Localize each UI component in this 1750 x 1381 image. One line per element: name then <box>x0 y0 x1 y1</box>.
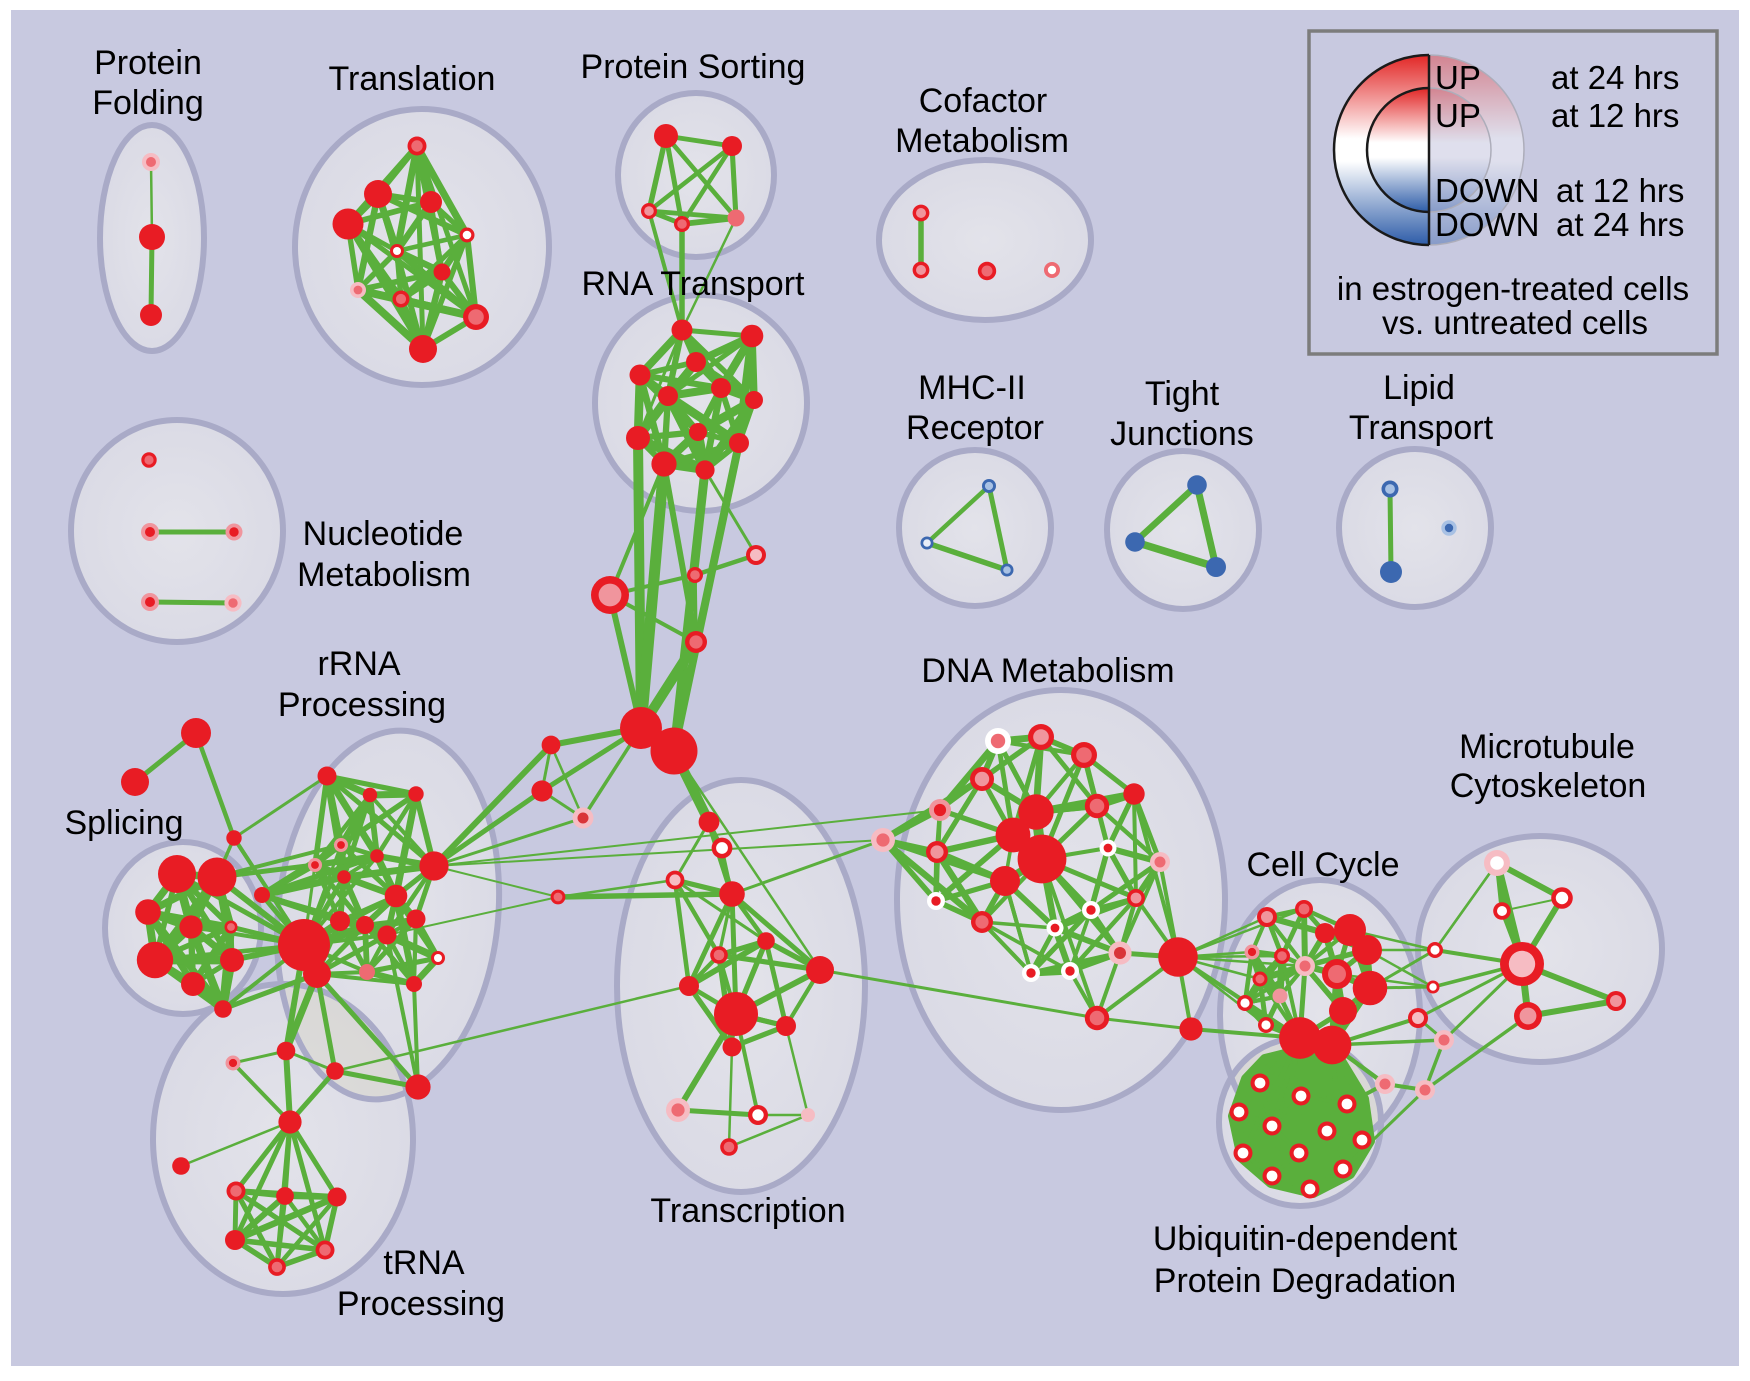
svg-text:DOWN: DOWN <box>1435 172 1539 209</box>
svg-text:Transport: Transport <box>1349 409 1494 447</box>
svg-text:tRNA: tRNA <box>383 1244 465 1282</box>
svg-text:Protein Sorting: Protein Sorting <box>581 48 806 86</box>
svg-text:DNA Metabolism: DNA Metabolism <box>921 652 1174 690</box>
svg-text:MHC-II: MHC-II <box>918 369 1026 407</box>
svg-text:Splicing: Splicing <box>64 804 183 842</box>
svg-text:at 12 hrs: at 12 hrs <box>1556 172 1684 209</box>
svg-text:Metabolism: Metabolism <box>297 556 471 594</box>
svg-text:Junctions: Junctions <box>1110 415 1254 453</box>
svg-text:Protein: Protein <box>94 44 202 82</box>
svg-text:Cell Cycle: Cell Cycle <box>1246 846 1399 884</box>
svg-text:Metabolism: Metabolism <box>895 122 1069 160</box>
svg-text:at 24 hrs: at 24 hrs <box>1551 59 1679 96</box>
svg-text:Microtubule: Microtubule <box>1459 728 1635 766</box>
svg-text:Processing: Processing <box>278 686 446 724</box>
svg-text:rRNA: rRNA <box>317 645 400 683</box>
svg-text:Cofactor: Cofactor <box>919 82 1048 120</box>
svg-text:UP: UP <box>1435 59 1481 96</box>
svg-text:DOWN: DOWN <box>1435 206 1539 243</box>
svg-text:UP: UP <box>1435 97 1481 134</box>
svg-text:Protein Degradation: Protein Degradation <box>1154 1262 1456 1300</box>
svg-text:Tight: Tight <box>1145 375 1220 413</box>
svg-text:Lipid: Lipid <box>1383 369 1455 407</box>
svg-text:Cytoskeleton: Cytoskeleton <box>1450 767 1647 805</box>
svg-text:Receptor: Receptor <box>906 409 1044 447</box>
svg-text:vs. untreated cells: vs. untreated cells <box>1382 304 1648 341</box>
svg-text:at 24 hrs: at 24 hrs <box>1556 206 1684 243</box>
svg-text:RNA Transport: RNA Transport <box>582 265 806 303</box>
svg-text:at 12 hrs: at 12 hrs <box>1551 97 1679 134</box>
svg-text:Transcription: Transcription <box>650 1192 845 1230</box>
svg-text:Folding: Folding <box>92 84 204 122</box>
svg-text:Processing: Processing <box>337 1285 505 1323</box>
svg-text:Translation: Translation <box>329 60 496 98</box>
svg-text:Nucleotide: Nucleotide <box>303 515 464 553</box>
svg-text:in estrogen-treated cells: in estrogen-treated cells <box>1337 270 1689 307</box>
svg-text:Ubiquitin-dependent: Ubiquitin-dependent <box>1153 1220 1458 1258</box>
